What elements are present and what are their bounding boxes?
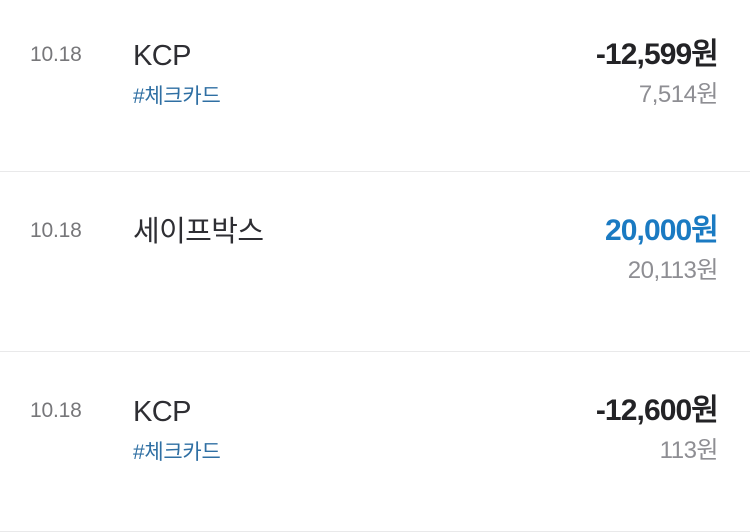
transaction-balance: 113원 <box>659 437 719 464</box>
transaction-date: 10.18 <box>30 219 82 242</box>
transaction-balance: 20,113원 <box>627 257 719 284</box>
transaction-amount: -12,600원 <box>595 394 719 427</box>
transaction-row[interactable]: 10.18 세이프박스 20,000원 20,113원 <box>0 172 750 352</box>
transaction-title: KCP <box>133 40 191 72</box>
transaction-tag[interactable]: #체크카드 <box>133 441 221 464</box>
transaction-row[interactable]: 10.18 KCP #체크카드 -12,600원 113원 <box>0 352 750 532</box>
transaction-title: 세이프박스 <box>133 216 264 248</box>
transaction-title: KCP <box>133 396 191 428</box>
transaction-date: 10.18 <box>30 43 82 66</box>
transaction-balance: 7,514원 <box>638 81 719 108</box>
transaction-details: KCP #체크카드 <box>133 0 596 110</box>
transaction-row[interactable]: 10.18 KCP #체크카드 -12,599원 7,514원 <box>0 0 750 172</box>
transaction-details: KCP #체크카드 <box>133 352 596 466</box>
transaction-amount-group: -12,599원 7,514원 <box>595 0 719 110</box>
transaction-amount: 20,000원 <box>604 214 719 247</box>
transaction-amount-group: 20,000원 20,113원 <box>604 172 719 286</box>
transaction-amount: -12,599원 <box>595 38 719 71</box>
transaction-date: 10.18 <box>30 399 82 422</box>
transaction-amount-group: -12,600원 113원 <box>595 352 719 466</box>
transaction-details: 세이프박스 <box>133 172 605 250</box>
transaction-tag[interactable]: #체크카드 <box>133 85 221 108</box>
